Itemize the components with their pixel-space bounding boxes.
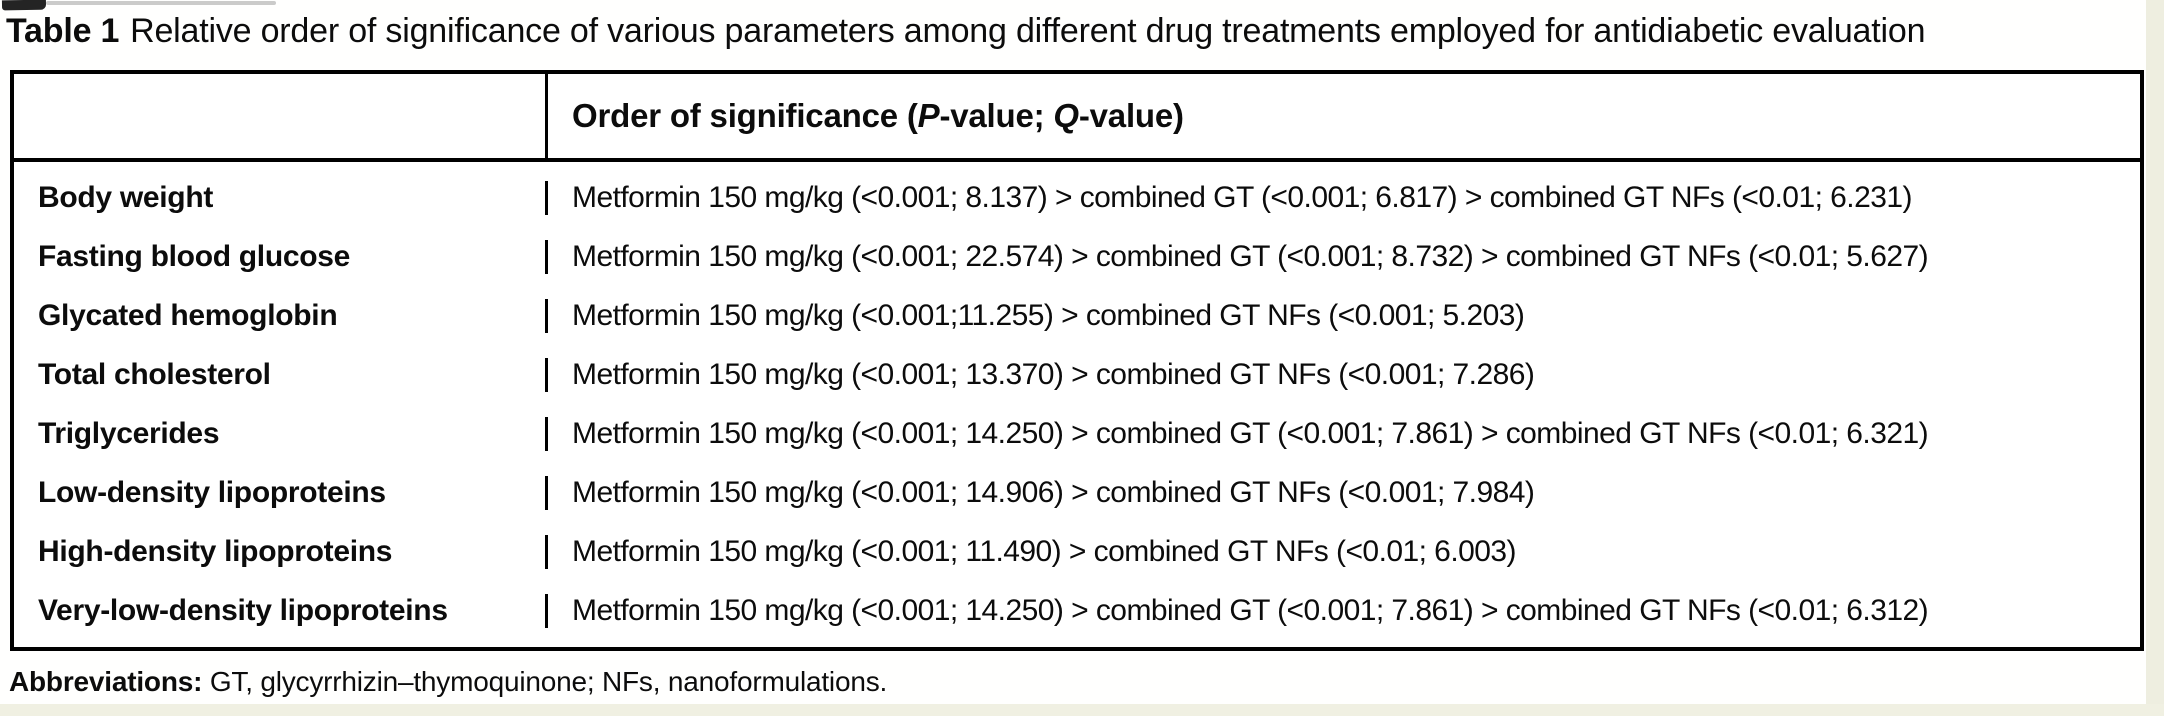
parameter-label: Very-low-density lipoproteins — [38, 594, 448, 628]
parameter-cell: High-density lipoproteins — [14, 535, 548, 570]
table-row: Total cholesterol Metformin 150 mg/kg (<… — [14, 345, 2140, 404]
order-cell: Metformin 150 mg/kg (<0.001; 13.370) > c… — [548, 358, 2140, 392]
order-cell: Metformin 150 mg/kg (<0.001;11.255) > co… — [548, 299, 2140, 333]
order-value: Metformin 150 mg/kg (<0.001; 8.137) > co… — [572, 180, 1912, 214]
table-row: Low-density lipoproteins Metformin 150 m… — [14, 464, 2140, 523]
parameter-cell: Total cholesterol — [14, 357, 548, 392]
parameter-label: Total cholesterol — [38, 357, 271, 391]
table-row: Fasting blood glucose Metformin 150 mg/k… — [14, 227, 2140, 286]
parameter-cell: Triglycerides — [14, 417, 548, 452]
significance-table: Order of significance (P-value; Q-value)… — [10, 70, 2144, 651]
table-row: Very-low-density lipoproteins Metformin … — [14, 582, 2140, 641]
parameter-label: Triglycerides — [38, 417, 220, 451]
parameter-cell: Body weight — [14, 180, 548, 215]
order-cell: Metformin 150 mg/kg (<0.001; 14.250) > c… — [548, 417, 2140, 451]
parameter-cell: Low-density lipoproteins — [14, 476, 548, 511]
parameter-cell: Glycated hemoglobin — [14, 298, 548, 333]
order-cell: Metformin 150 mg/kg (<0.001; 22.574) > c… — [548, 240, 2140, 274]
order-cell: Metformin 150 mg/kg (<0.001; 8.137) > co… — [548, 181, 2140, 215]
table-caption-label: Table 1 — [6, 12, 120, 50]
table-header-row: Order of significance (P-value; Q-value) — [14, 74, 2140, 162]
parameter-cell: Very-low-density lipoproteins — [14, 594, 548, 629]
abbreviations-footnote: Abbreviations: GT, glycyrrhizin–thymoqui… — [9, 666, 2139, 698]
table-body: Body weight Metformin 150 mg/kg (<0.001;… — [14, 162, 2140, 647]
table-row: Body weight Metformin 150 mg/kg (<0.001;… — [14, 168, 2140, 227]
table-row: High-density lipoproteins Metformin 150 … — [14, 523, 2140, 582]
header-order-cell: Order of significance (P-value; Q-value) — [548, 74, 2140, 158]
parameter-label: Glycated hemoglobin — [38, 298, 338, 332]
scan-artifact — [46, 1, 276, 5]
order-value: Metformin 150 mg/kg (<0.001; 13.370) > c… — [572, 357, 1535, 391]
abbreviations-label: Abbreviations: — [9, 666, 203, 697]
table-row: Glycated hemoglobin Metformin 150 mg/kg … — [14, 286, 2140, 345]
order-value: Metformin 150 mg/kg (<0.001; 14.906) > c… — [572, 476, 1535, 510]
order-value: Metformin 150 mg/kg (<0.001; 11.490) > c… — [572, 535, 1517, 569]
page-edge-bottom — [0, 704, 2164, 716]
parameter-label: Low-density lipoproteins — [38, 476, 386, 510]
header-order-text: Order of significance (P-value; Q-value) — [572, 97, 1184, 134]
parameter-label: Fasting blood glucose — [38, 239, 351, 273]
order-value: Metformin 150 mg/kg (<0.001; 14.250) > c… — [572, 417, 1929, 451]
order-value: Metformin 150 mg/kg (<0.001; 22.574) > c… — [572, 239, 1929, 273]
table-caption: Table 1 Relative order of significance of… — [6, 12, 2156, 50]
scan-artifact — [1, 0, 47, 11]
page-edge-right — [2146, 0, 2164, 716]
order-cell: Metformin 150 mg/kg (<0.001; 14.906) > c… — [548, 476, 2140, 510]
abbreviations-text: GT, glycyrrhizin–thymoquinone; NFs, nano… — [202, 666, 888, 697]
order-cell: Metformin 150 mg/kg (<0.001; 14.250) > c… — [548, 594, 2140, 628]
table-caption-text: Relative order of significance of variou… — [130, 12, 1926, 50]
parameter-label: Body weight — [38, 180, 214, 214]
parameter-label: High-density lipoproteins — [38, 535, 393, 569]
order-value: Metformin 150 mg/kg (<0.001; 14.250) > c… — [572, 594, 1929, 628]
header-parameter-cell — [14, 74, 548, 158]
order-cell: Metformin 150 mg/kg (<0.001; 11.490) > c… — [548, 535, 2140, 569]
table-row: Triglycerides Metformin 150 mg/kg (<0.00… — [14, 405, 2140, 464]
order-value: Metformin 150 mg/kg (<0.001;11.255) > co… — [572, 298, 1525, 332]
parameter-cell: Fasting blood glucose — [14, 239, 548, 274]
